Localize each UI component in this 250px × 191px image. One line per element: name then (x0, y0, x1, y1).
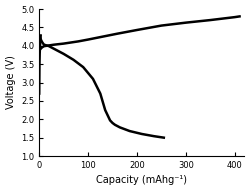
X-axis label: Capacity (mAhg⁻¹): Capacity (mAhg⁻¹) (96, 176, 187, 185)
Y-axis label: Voltage (V): Voltage (V) (6, 56, 16, 109)
